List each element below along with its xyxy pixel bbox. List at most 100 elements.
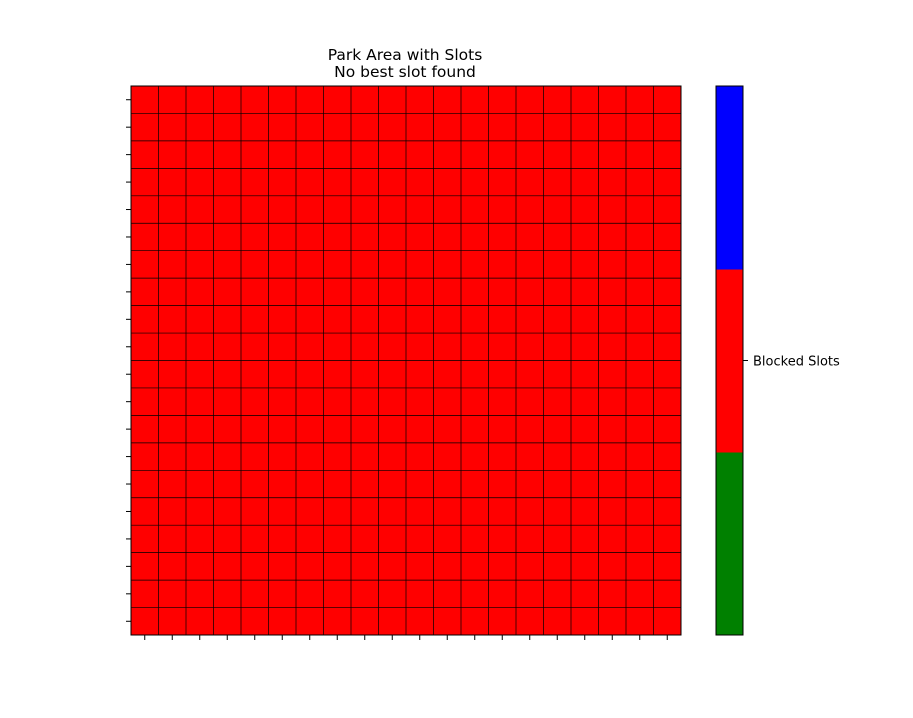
heatmap-cell [296, 497, 324, 526]
heatmap-cell [626, 387, 654, 416]
heatmap-cell [378, 140, 407, 169]
heatmap-cell [653, 470, 682, 499]
heatmap-cell [213, 250, 242, 279]
heatmap-cell [241, 113, 269, 142]
heatmap-cell [571, 552, 599, 581]
heatmap-cell [378, 470, 407, 499]
heatmap-cell [653, 86, 682, 114]
heatmap-cell [241, 86, 269, 114]
heatmap-cell [131, 223, 159, 252]
heatmap-cell [433, 360, 462, 389]
heatmap-cell [406, 195, 434, 224]
heatmap-cell [296, 442, 324, 471]
heatmap-cell [351, 442, 379, 471]
heatmap-cell [406, 580, 434, 609]
heatmap-cell [131, 415, 159, 444]
heatmap-cell [406, 140, 434, 169]
heatmap-cell [406, 497, 434, 526]
heatmap-cell [516, 250, 544, 279]
heatmap-cell [571, 525, 599, 554]
heatmap-cell [378, 278, 407, 307]
heatmap-cell [433, 250, 462, 279]
heatmap-cell [543, 113, 572, 142]
heatmap-cell [131, 497, 159, 526]
heatmap-cell [598, 360, 627, 389]
heatmap-cell [406, 86, 434, 114]
heatmap-cell [598, 580, 627, 609]
heatmap-cell [543, 415, 572, 444]
heatmap-cell [213, 525, 242, 554]
heatmap-cell [158, 552, 187, 581]
heatmap-cell [571, 278, 599, 307]
heatmap-cell [351, 86, 379, 114]
heatmap-cell [296, 250, 324, 279]
heatmap-cell [351, 140, 379, 169]
heatmap-cell [653, 223, 682, 252]
heatmap-cell [543, 497, 572, 526]
heatmap-cell [461, 552, 489, 581]
heatmap-cell [351, 305, 379, 334]
heatmap-cell [213, 607, 242, 636]
heatmap-cell [406, 525, 434, 554]
heatmap-cell [351, 470, 379, 499]
heatmap-cell [461, 168, 489, 197]
heatmap-cell [186, 223, 214, 252]
heatmap-cell [653, 525, 682, 554]
heatmap-cell [241, 580, 269, 609]
heatmap-cell [433, 278, 462, 307]
heatmap-cell [406, 607, 434, 636]
heatmap-cell [158, 387, 187, 416]
heatmap-cell [213, 415, 242, 444]
heatmap-cell [433, 86, 462, 114]
heatmap-cell [653, 552, 682, 581]
heatmap-cell [186, 442, 214, 471]
heatmap-cell [488, 525, 517, 554]
colorbar [715, 85, 744, 636]
heatmap-cell [653, 360, 682, 389]
heatmap-cell [268, 223, 297, 252]
heatmap-cell [543, 305, 572, 334]
heatmap-cell [626, 195, 654, 224]
heatmap-cell [158, 305, 187, 334]
heatmap-cell [626, 278, 654, 307]
heatmap-cell [406, 333, 434, 361]
heatmap-cell [571, 497, 599, 526]
heatmap-cell [406, 223, 434, 252]
heatmap-cell [131, 387, 159, 416]
heatmap-cell [488, 387, 517, 416]
heatmap-cell [213, 580, 242, 609]
heatmap-cell [433, 607, 462, 636]
heatmap-cell [516, 168, 544, 197]
heatmap-cell [543, 223, 572, 252]
colorbar-tick-label: Blocked Slots [753, 355, 840, 370]
heatmap-cell [131, 278, 159, 307]
heatmap-cell [488, 552, 517, 581]
heatmap-cell [461, 195, 489, 224]
heatmap-cell [571, 195, 599, 224]
heatmap-cell [488, 86, 517, 114]
heatmap-cell [626, 140, 654, 169]
heatmap-cell [488, 470, 517, 499]
heatmap-cell [406, 470, 434, 499]
heatmap-cell [378, 525, 407, 554]
heatmap-cell [461, 86, 489, 114]
heatmap-cell [488, 607, 517, 636]
heatmap-cell [543, 278, 572, 307]
heatmap-cell [461, 333, 489, 361]
heatmap-cell [378, 168, 407, 197]
heatmap-cell [268, 168, 297, 197]
heatmap-cell [323, 580, 352, 609]
heatmap-cell [433, 333, 462, 361]
heatmap-cell [131, 442, 159, 471]
heatmap-cell [131, 305, 159, 334]
heatmap-cell [213, 278, 242, 307]
heatmap-cell [323, 278, 352, 307]
heatmap-cell [488, 497, 517, 526]
heatmap-cell [598, 497, 627, 526]
heatmap-cell [626, 360, 654, 389]
heatmap-cell [186, 333, 214, 361]
heatmap-cell [158, 250, 187, 279]
heatmap-cell [433, 580, 462, 609]
chart-title: Park Area with Slots [328, 46, 483, 64]
heatmap-cell [543, 525, 572, 554]
